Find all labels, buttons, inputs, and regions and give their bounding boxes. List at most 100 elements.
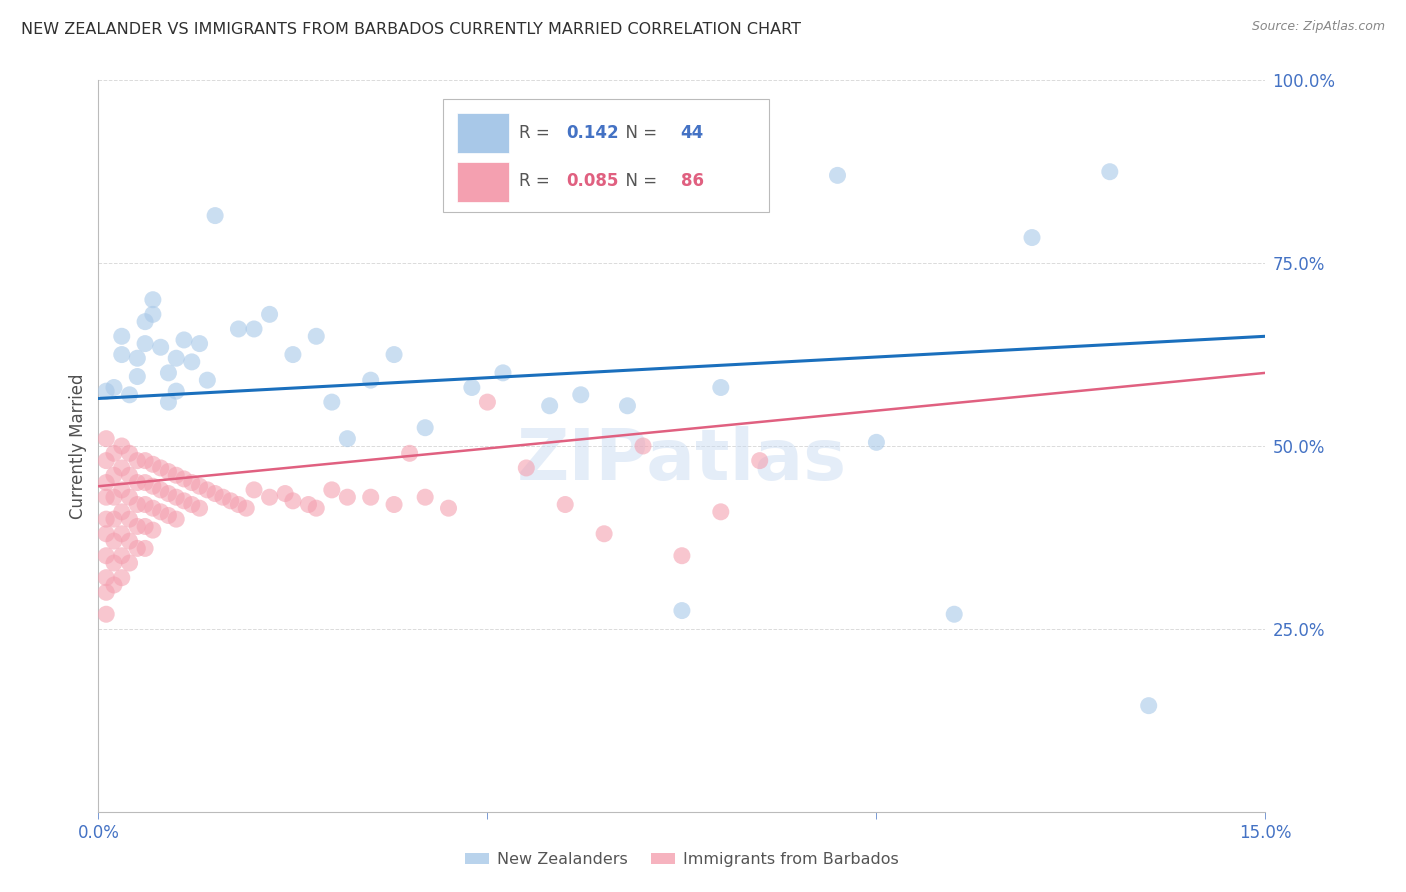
Point bbox=[165, 490, 187, 504]
Point bbox=[228, 322, 250, 336]
Point bbox=[188, 479, 211, 493]
Point bbox=[134, 541, 156, 556]
Point bbox=[569, 388, 592, 402]
Point bbox=[188, 336, 211, 351]
Point bbox=[710, 505, 733, 519]
Point bbox=[157, 486, 180, 500]
Point bbox=[360, 373, 382, 387]
Point bbox=[515, 461, 537, 475]
Point bbox=[149, 340, 172, 354]
Point bbox=[134, 315, 156, 329]
FancyBboxPatch shape bbox=[443, 99, 769, 212]
Text: 86: 86 bbox=[681, 172, 704, 190]
Point bbox=[149, 483, 172, 497]
Point bbox=[118, 468, 141, 483]
Point bbox=[149, 505, 172, 519]
Y-axis label: Currently Married: Currently Married bbox=[69, 373, 87, 519]
Point bbox=[180, 498, 202, 512]
Point bbox=[281, 348, 304, 362]
Point bbox=[943, 607, 966, 622]
Text: Source: ZipAtlas.com: Source: ZipAtlas.com bbox=[1251, 20, 1385, 33]
Point bbox=[437, 501, 460, 516]
Point bbox=[219, 494, 242, 508]
Point bbox=[593, 526, 616, 541]
Point bbox=[111, 526, 134, 541]
Point bbox=[1137, 698, 1160, 713]
Point bbox=[212, 490, 235, 504]
Point bbox=[243, 483, 266, 497]
Text: N =: N = bbox=[616, 172, 662, 190]
Point bbox=[204, 486, 226, 500]
Point bbox=[281, 494, 304, 508]
Point bbox=[336, 490, 359, 504]
Point bbox=[142, 307, 165, 321]
Point bbox=[259, 307, 281, 321]
Point bbox=[865, 435, 887, 450]
Point bbox=[827, 169, 849, 183]
Point bbox=[111, 461, 134, 475]
Point bbox=[103, 490, 125, 504]
Point bbox=[671, 603, 693, 617]
Text: 0.142: 0.142 bbox=[567, 124, 619, 142]
Point bbox=[111, 549, 134, 563]
Point bbox=[195, 373, 218, 387]
Point bbox=[142, 293, 165, 307]
Point bbox=[96, 490, 118, 504]
Point bbox=[142, 501, 165, 516]
Point bbox=[180, 355, 202, 369]
Point bbox=[173, 333, 195, 347]
Point bbox=[96, 571, 118, 585]
Point bbox=[118, 446, 141, 460]
Point bbox=[188, 501, 211, 516]
Point bbox=[111, 439, 134, 453]
Point bbox=[96, 453, 118, 467]
Text: 0.085: 0.085 bbox=[567, 172, 619, 190]
Point bbox=[118, 534, 141, 549]
Point bbox=[477, 395, 499, 409]
Point bbox=[127, 351, 149, 366]
Point bbox=[127, 498, 149, 512]
Point bbox=[195, 483, 218, 497]
Text: 44: 44 bbox=[681, 124, 704, 142]
Point bbox=[103, 380, 125, 394]
Point bbox=[321, 483, 343, 497]
Point bbox=[127, 369, 149, 384]
Point bbox=[492, 366, 515, 380]
Point bbox=[274, 486, 297, 500]
Point bbox=[96, 526, 118, 541]
Point bbox=[111, 505, 134, 519]
Point bbox=[118, 512, 141, 526]
Point bbox=[118, 556, 141, 570]
Point bbox=[134, 336, 156, 351]
Point bbox=[382, 348, 405, 362]
Point bbox=[103, 578, 125, 592]
Bar bbox=[457, 112, 509, 153]
Point bbox=[1021, 230, 1043, 244]
Point bbox=[103, 512, 125, 526]
Point bbox=[671, 549, 693, 563]
Point bbox=[360, 490, 382, 504]
Point bbox=[134, 475, 156, 490]
Text: ZIPatlas: ZIPatlas bbox=[517, 426, 846, 495]
Point bbox=[157, 395, 180, 409]
Text: NEW ZEALANDER VS IMMIGRANTS FROM BARBADOS CURRENTLY MARRIED CORRELATION CHART: NEW ZEALANDER VS IMMIGRANTS FROM BARBADO… bbox=[21, 22, 801, 37]
Point bbox=[96, 512, 118, 526]
Point bbox=[165, 351, 187, 366]
Point bbox=[554, 498, 576, 512]
Point bbox=[180, 475, 202, 490]
Point bbox=[142, 458, 165, 472]
Point bbox=[127, 475, 149, 490]
Point bbox=[134, 498, 156, 512]
Point bbox=[243, 322, 266, 336]
Point bbox=[173, 494, 195, 508]
Point bbox=[111, 571, 134, 585]
Point bbox=[413, 490, 436, 504]
Point bbox=[165, 512, 187, 526]
Point bbox=[96, 585, 118, 599]
Point bbox=[305, 501, 328, 516]
Point bbox=[297, 498, 319, 512]
Point bbox=[134, 453, 156, 467]
Text: N =: N = bbox=[616, 124, 662, 142]
Point bbox=[134, 519, 156, 533]
Point bbox=[228, 498, 250, 512]
